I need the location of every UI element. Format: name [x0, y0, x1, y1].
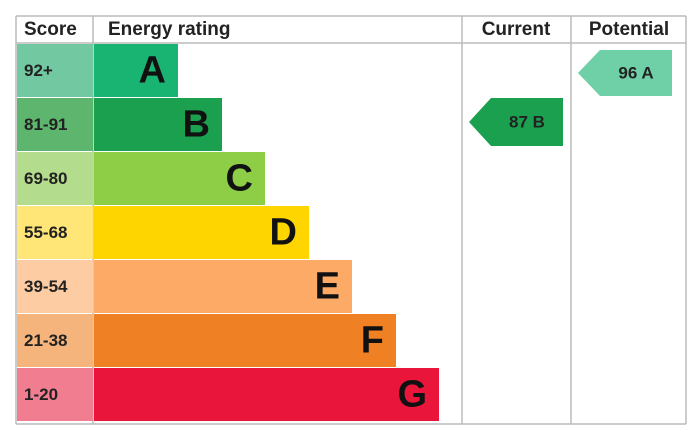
rating-bar [94, 314, 396, 367]
score-cell [17, 368, 93, 421]
rating-bar [94, 260, 352, 313]
score-range: 81-91 [24, 115, 67, 134]
score-cell [17, 98, 93, 151]
score-range: 1-20 [24, 385, 58, 404]
rating-bar [94, 152, 265, 205]
rating-letter: F [361, 320, 384, 362]
rating-letter: E [315, 266, 340, 308]
header-energy-rating: Energy rating [108, 19, 230, 40]
rating-letter: C [226, 158, 253, 200]
rating-bar [94, 98, 222, 151]
score-cell [17, 44, 93, 97]
score-cell [17, 260, 93, 313]
current-arrow [469, 98, 563, 146]
rating-letter: B [183, 104, 210, 146]
score-range: 39-54 [24, 277, 68, 296]
current-label: 87 B [509, 112, 545, 131]
score-cell [17, 152, 93, 205]
potential-arrow [578, 50, 672, 96]
rating-letter: A [139, 50, 166, 92]
score-range: 21-38 [24, 331, 67, 350]
score-range: 92+ [24, 61, 53, 80]
score-cell [17, 314, 93, 367]
score-cell [17, 206, 93, 259]
rating-bar [94, 368, 439, 421]
rating-letter: G [397, 374, 427, 416]
score-range: 55-68 [24, 223, 67, 242]
score-range: 69-80 [24, 169, 67, 188]
header-potential: Potential [589, 19, 669, 40]
rating-letter: D [270, 212, 297, 254]
rating-bar [94, 206, 309, 259]
header-score: Score [24, 19, 77, 40]
rating-bar [94, 44, 178, 97]
potential-label: 96 A [618, 63, 653, 82]
header-current: Current [482, 19, 551, 40]
